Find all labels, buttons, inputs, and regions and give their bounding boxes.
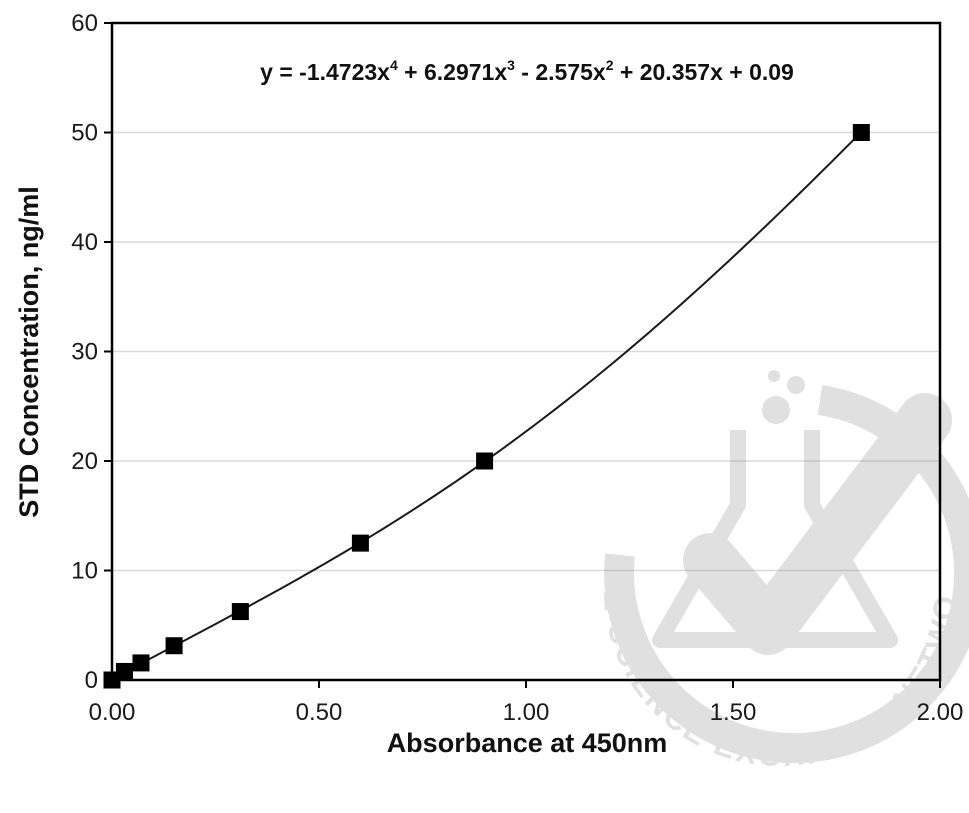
x-tick-label: 1.50	[710, 699, 757, 726]
x-axis-title: Absorbance at 450nm	[387, 728, 668, 758]
x-tick-label: 0.00	[89, 699, 136, 726]
data-point	[351, 534, 369, 552]
x-axis-ticks: 0.00 0.50 1.00 1.50 2.00	[89, 680, 964, 726]
watermark-ring-icon	[604, 385, 969, 764]
watermark-bubble-icon	[768, 370, 780, 382]
trendline-equation: y = -1.4723x4 + 6.2971x3 - 2.575x2 + 20.…	[260, 57, 794, 85]
watermark-bubble-icon	[762, 396, 790, 424]
data-point	[231, 603, 249, 621]
y-axis-ticks: 0 10 20 30 40 50 60	[71, 10, 112, 694]
x-tick-label: 1.00	[503, 699, 550, 726]
data-point	[115, 662, 133, 680]
data-point	[165, 637, 183, 655]
y-axis-title: STD Concentration, ng/ml	[14, 186, 44, 518]
y-tick-label: 50	[71, 120, 98, 147]
data-points	[103, 124, 870, 689]
data-point	[476, 452, 494, 470]
data-point	[852, 124, 870, 141]
watermark-bubble-icon	[787, 376, 805, 394]
x-tick-label: 0.50	[296, 699, 343, 726]
y-tick-label: 40	[71, 229, 98, 256]
watermark-checkmark-icon	[683, 393, 952, 655]
y-tick-label: 20	[71, 448, 98, 475]
x-tick-label: 2.00	[917, 699, 964, 726]
watermark-flask-icon	[652, 430, 898, 648]
grid-lines	[112, 131, 940, 572]
y-tick-label: 10	[71, 558, 98, 585]
y-tick-label: 30	[71, 339, 98, 366]
y-tick-label: 60	[71, 10, 98, 37]
data-point	[132, 654, 150, 672]
y-tick-label: 0	[85, 667, 98, 694]
